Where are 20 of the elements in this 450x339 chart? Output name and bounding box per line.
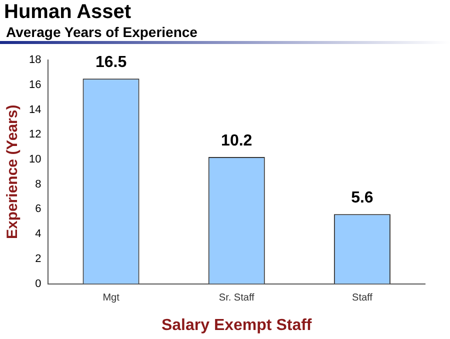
data-label: 10.2 [221,132,252,150]
x-tick-label: Sr. Staff [218,292,255,304]
x-tick-label: Staff [352,292,373,304]
y-tick-label: 2 [35,252,42,265]
y-tick-label: 6 [35,203,42,216]
y-tick-label: 14 [28,104,42,116]
data-label: 5.6 [351,190,374,207]
y-axis-title: Experience (Years) [4,104,22,240]
y-tick-label: 8 [35,178,42,190]
x-axis-title: Salary Exempt Staff [161,316,312,334]
chart-title: Human Asset [4,1,132,24]
y-tick-label: 18 [28,54,42,66]
y-tick-label: 16 [28,78,42,91]
x-tick-label: Mgt [102,292,120,304]
y-tick-label: 12 [28,128,42,141]
y-tick-label: 4 [35,228,42,240]
data-label: 16.5 [95,54,127,72]
y-tick-label: 0 [35,278,42,290]
y-tick-label: 10 [28,154,42,166]
chart-subtitle: Average Years of Experience [6,24,198,40]
